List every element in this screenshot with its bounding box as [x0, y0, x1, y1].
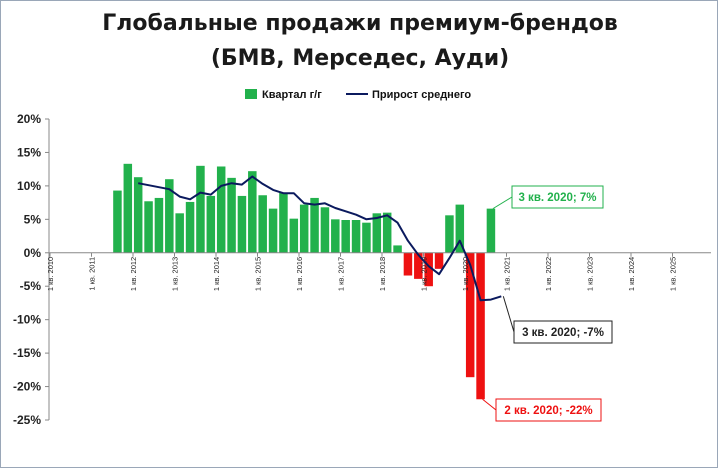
- x-tick-label: 1 кв. 2019: [420, 257, 429, 291]
- x-tick-label: 1 кв. 2014: [212, 257, 221, 291]
- x-tick-label: 1 кв. 2010: [46, 257, 55, 291]
- bar-2020-Q3: [486, 208, 496, 253]
- bar-2017-Q1: [341, 220, 350, 253]
- x-tick-label: 1 кв. 2024: [627, 257, 636, 291]
- y-tick-label: 0%: [24, 246, 42, 260]
- x-tick-label: 1 кв. 2025: [669, 257, 678, 291]
- annotation-box-2: [495, 398, 602, 422]
- y-tick-label: -25%: [13, 413, 41, 427]
- annotation-label-2: 2 кв. 2020; -22%: [504, 405, 592, 417]
- bar-2013-Q2: [185, 201, 195, 253]
- bar-2013-Q4: [206, 195, 216, 253]
- y-tick-label: 5%: [24, 212, 42, 226]
- bar-2019-Q4: [455, 204, 465, 253]
- y-tick-label: 10%: [17, 179, 41, 193]
- x-tick-label: 1 кв. 2011: [88, 257, 97, 291]
- bar-2017-Q2: [351, 220, 361, 253]
- x-tick-label: 1 кв. 2021: [503, 257, 512, 291]
- bar-2016-Q3: [320, 207, 330, 253]
- bar-2019-Q3: [445, 215, 454, 253]
- x-tick-label: 1 кв. 2015: [254, 257, 263, 291]
- annotation-leader-0: [492, 196, 513, 210]
- annotation-label-1: 3 кв. 2020; -7%: [522, 327, 604, 339]
- annotation-box-1: [513, 320, 613, 344]
- bar-2017-Q3: [362, 222, 371, 253]
- bar-2017-Q4: [372, 213, 382, 253]
- legend-label-bars: Квартал г/г: [262, 89, 322, 101]
- bar-2018-Q4: [414, 252, 423, 279]
- bar-2011-Q3: [113, 190, 122, 253]
- bar-2012-Q2: [144, 201, 153, 253]
- y-tick-label: 20%: [17, 112, 41, 126]
- bar-2014-Q1: [216, 166, 226, 253]
- legend-swatch-bars: [245, 89, 257, 99]
- bar-2018-Q3: [403, 252, 413, 276]
- bar-2015-Q4: [289, 218, 299, 253]
- bar-2012-Q1: [133, 177, 143, 253]
- bar-2011-Q4: [123, 163, 133, 253]
- x-tick-label: 1 кв. 2013: [171, 257, 180, 291]
- y-tick-label: 15%: [17, 145, 41, 159]
- bar-2018-Q2: [393, 245, 402, 253]
- chart-title-line-2: (БМВ, Мерседес, Ауди): [210, 46, 510, 71]
- y-tick-label: -20%: [13, 380, 41, 394]
- bar-2012-Q4: [165, 179, 174, 253]
- x-tick-label: 1 кв. 2022: [544, 257, 553, 291]
- bar-2015-Q1: [258, 195, 267, 253]
- line-series-average: [138, 175, 502, 302]
- bar-2014-Q4: [248, 171, 257, 253]
- x-tick-label: 1 кв. 2023: [586, 257, 595, 291]
- annotation-leader-1: [502, 296, 515, 333]
- annotation-label-0: 3 кв. 2020; 7%: [518, 192, 596, 204]
- annotation-leader-2: [482, 398, 497, 411]
- bar-2012-Q3: [154, 197, 164, 253]
- bar-2016-Q2: [310, 197, 319, 253]
- bar-2015-Q2: [268, 208, 278, 253]
- x-tick-label: 1 кв. 2018: [378, 257, 387, 291]
- x-tick-label: 1 кв. 2012: [129, 257, 138, 291]
- bar-2020-Q2: [476, 252, 485, 400]
- bar-2016-Q4: [331, 219, 340, 253]
- bar-2019-Q1: [424, 252, 433, 287]
- y-tick-label: -15%: [13, 346, 41, 360]
- y-tick-label: -10%: [13, 313, 41, 327]
- bar-2016-Q1: [299, 204, 309, 253]
- chart-title-line-1: Глобальные продажи премиум-брендов: [102, 11, 618, 36]
- x-tick-label: 1 кв. 2020: [461, 257, 470, 291]
- bar-2020-Q1: [465, 252, 475, 378]
- bar-2013-Q1: [175, 213, 184, 253]
- bar-2014-Q2: [227, 177, 236, 253]
- x-tick-label: 1 кв. 2017: [337, 257, 346, 291]
- bar-2015-Q3: [279, 192, 288, 253]
- bar-2019-Q2: [434, 252, 444, 269]
- bar-2013-Q3: [196, 165, 205, 253]
- y-tick-label: -5%: [20, 279, 42, 293]
- x-tick-label: 1 кв. 2016: [295, 257, 304, 291]
- annotation-box-0: [511, 185, 604, 209]
- bar-2018-Q1: [382, 212, 392, 253]
- bar-2014-Q3: [237, 195, 247, 253]
- legend-label-line: Прирост среднего: [372, 89, 471, 101]
